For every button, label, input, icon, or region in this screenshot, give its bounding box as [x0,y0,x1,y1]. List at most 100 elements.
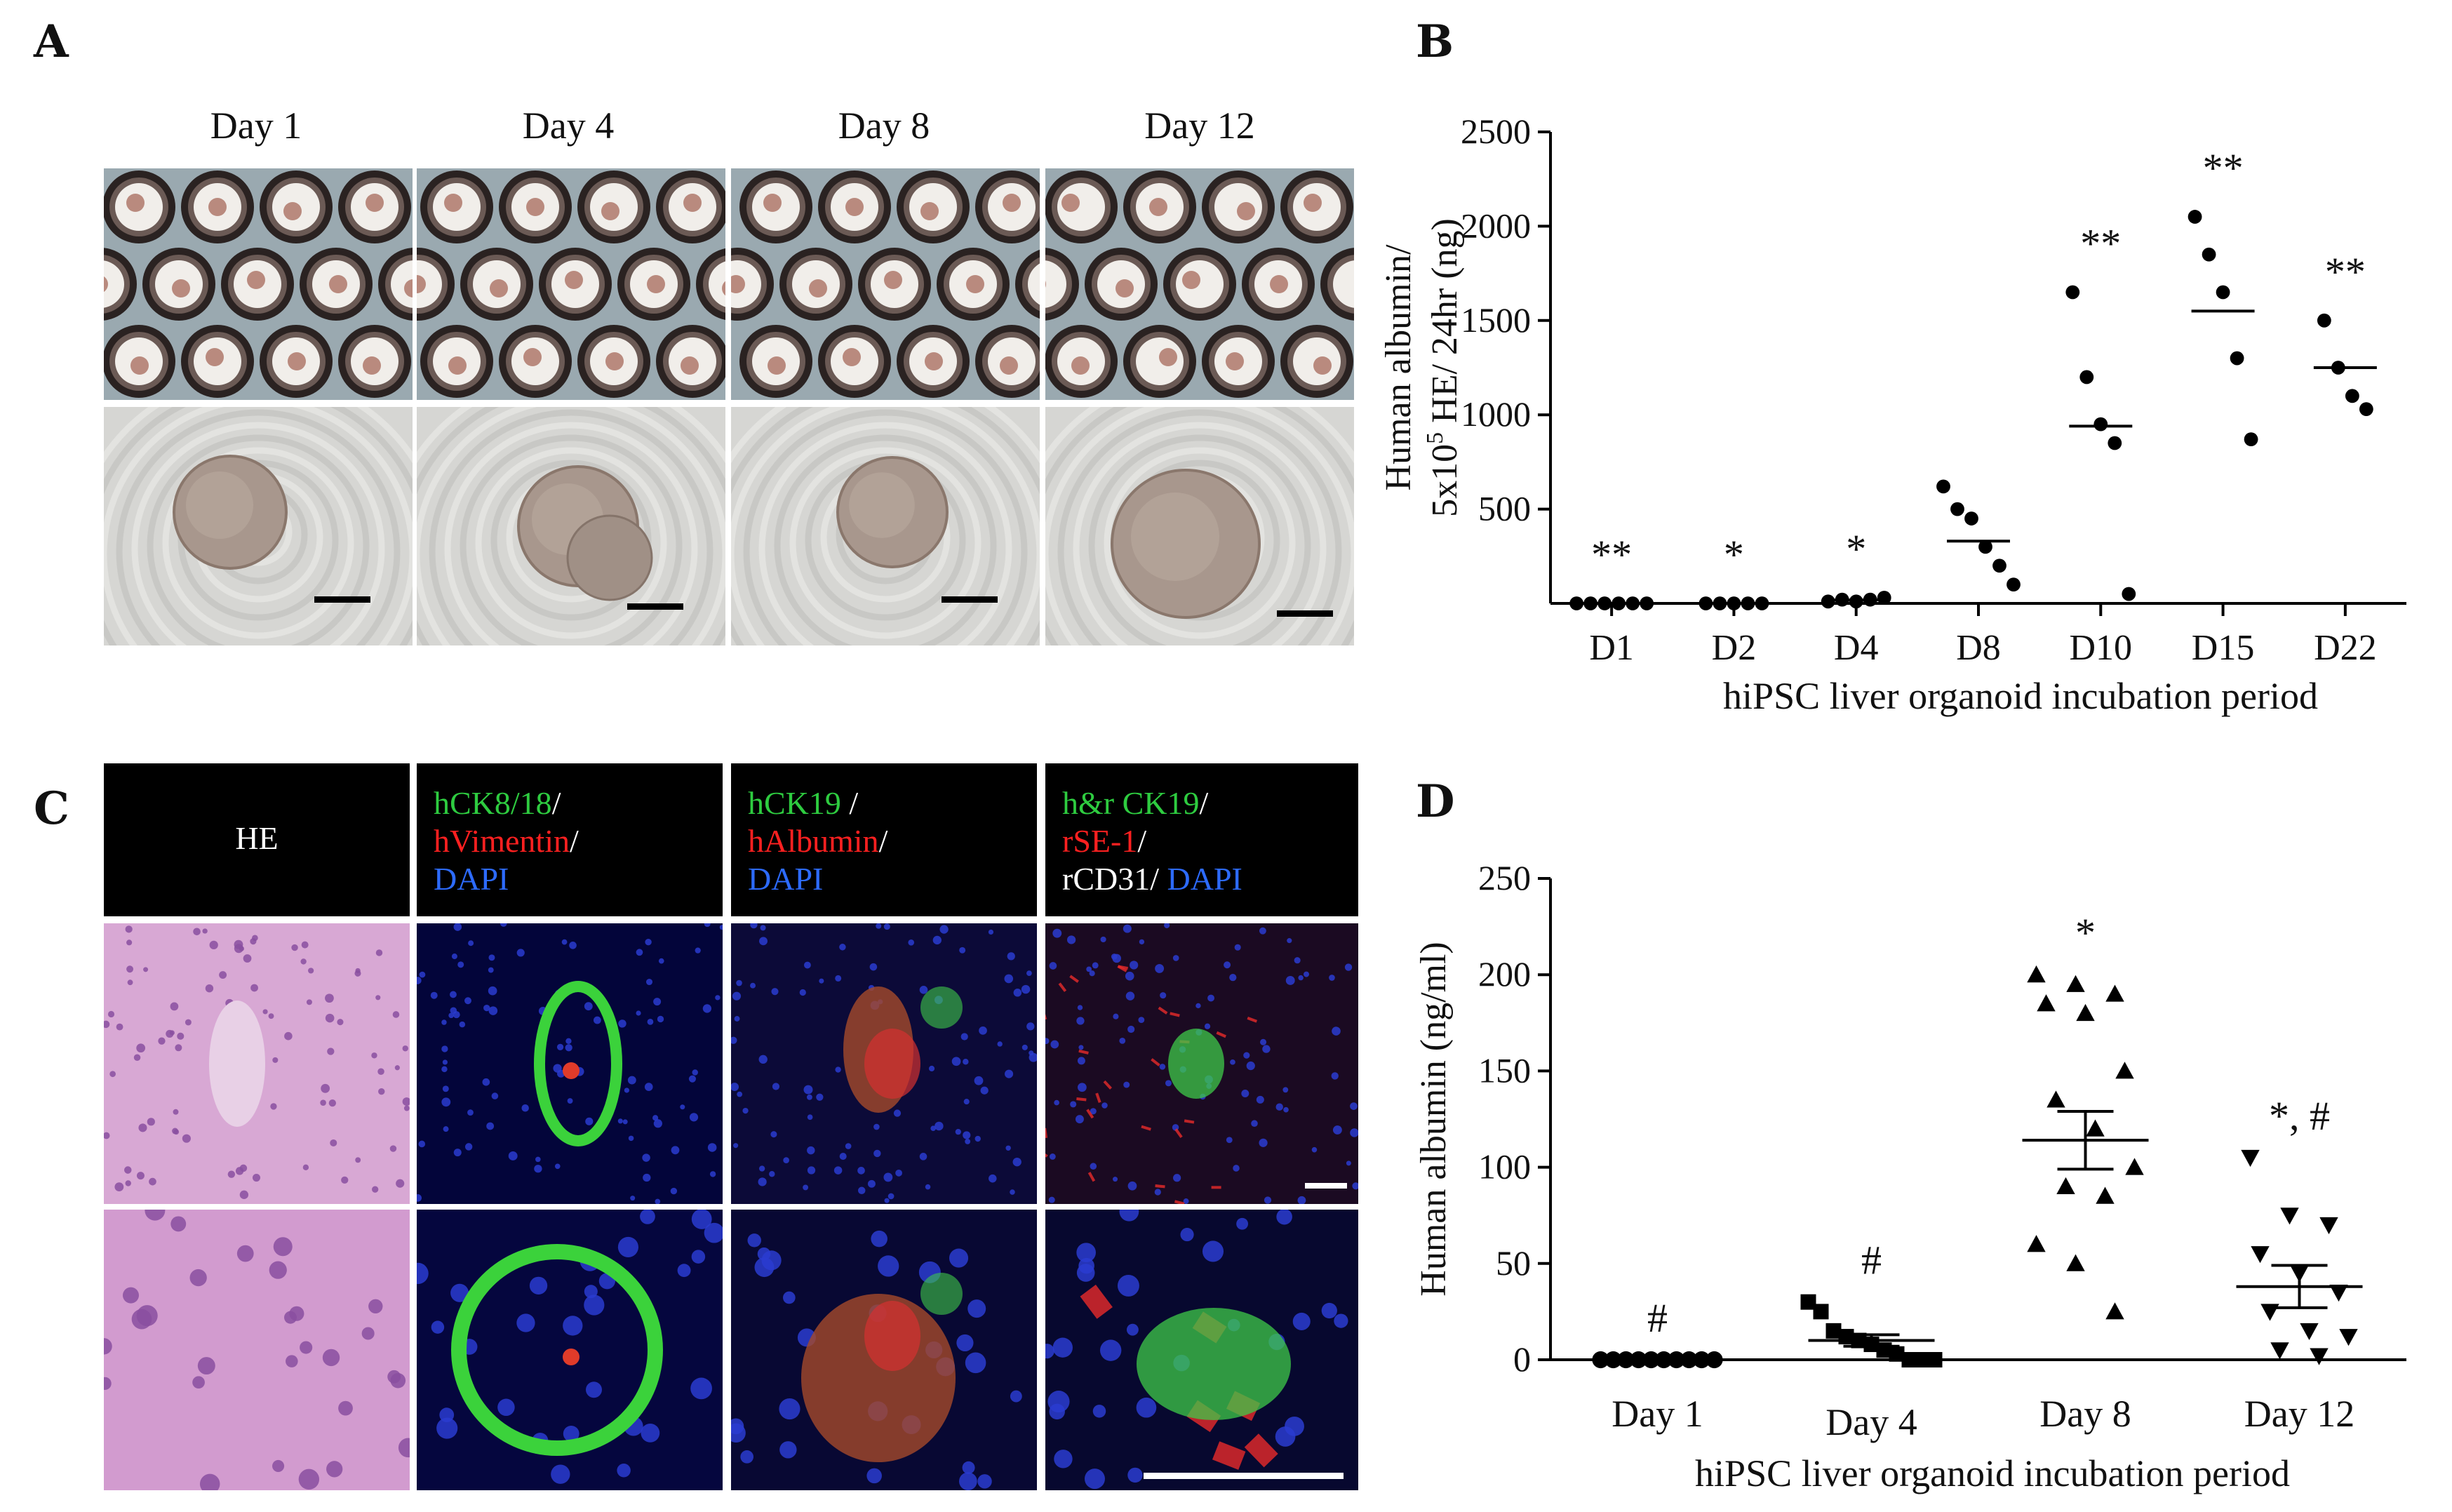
header-he-label: HE [235,820,279,856]
data-point [2310,1348,2329,1365]
data-point [1901,1352,1917,1367]
x-tick-label: Day 12 [2244,1393,2354,1435]
panel-letter-a: A [34,15,69,68]
data-point [2280,1207,2299,1225]
data-point [1813,1304,1829,1320]
header-dapi: DAPI [748,861,824,897]
header-sep: / [878,823,888,859]
x-tick-label: D8 [1956,628,2001,668]
header-rcd31: rCD31/ [1062,861,1167,897]
header-sep: / [1199,785,1209,821]
chart-b: 500 1000 1500 2000 2500 D1 ** D2 * D4 * D8 D10 ** D15 *… [1379,112,2406,717]
data-point [1849,594,1863,609]
data-point [2319,1217,2338,1235]
x-tick-label: D1 [1589,628,1634,668]
header-ck818: hCK8/18 [434,785,552,821]
header-vimentin: hVimentin [434,823,570,859]
data-point [2251,1246,2270,1264]
data-point [2066,975,2085,992]
data-point [2188,210,2202,224]
x-axis-label: hiPSC liver organoid incubation period [1695,1452,2290,1494]
data-point [1889,1346,1905,1362]
data-point [2329,1284,2348,1302]
data-point [2096,1186,2115,1204]
data-point [2027,1235,2046,1252]
data-point [2108,436,2122,450]
y-tick-label: 0 [1513,1339,1531,1379]
header-rse1: rSE-1 [1062,823,1138,859]
histology-image [1045,1210,1358,1490]
data-point [2115,1062,2134,1079]
data-point [2230,351,2244,366]
data-point [2270,1342,2289,1360]
data-point [2300,1323,2319,1341]
panel-letter-d: D [1416,775,1455,828]
x-tick-label: D10 [2070,628,2133,668]
microwell-array-image [731,168,1040,400]
header-dapi: DAPI [434,861,509,897]
data-point [2046,1090,2065,1108]
x-tick-label: Day 4 [1825,1401,1917,1443]
data-point [1992,558,2007,573]
x-tick-label: Day 1 [1612,1393,1703,1435]
data-point [2105,984,2124,1002]
header-ck19: hCK19 [748,785,841,821]
significance-label: *, # [2269,1093,2330,1139]
data-point [1936,479,1950,494]
x-tick-label: D15 [2192,628,2255,668]
data-point [2093,417,2108,431]
significance-label: * [1846,526,1866,572]
significance-label: ** [2080,220,2121,266]
data-point [2241,1149,2260,1168]
data-point [2122,587,2136,601]
data-point [2244,432,2258,447]
data-point [2065,285,2080,300]
organoid-image [104,407,413,645]
day-label-12: Day 12 [1144,105,1255,147]
histology-image [1045,923,1358,1204]
header-sep: / [1137,823,1147,859]
y-tick-label: 1500 [1461,300,1531,340]
histology-image [417,1210,723,1490]
microwell-array-image [104,168,413,400]
histology-image [104,923,410,1204]
data-point [2345,389,2359,403]
y-tick-label: 200 [1478,954,1531,993]
panel-letter-c: C [34,782,69,835]
day-label-8: Day 8 [838,105,930,147]
data-point [2076,1003,2095,1022]
data-point [2007,577,2021,592]
data-point [1978,540,1992,554]
organoid-image [731,407,1040,645]
data-point [1877,591,1891,605]
header-ck19-albumin: hCK19 / hAlbumin/ DAPI [731,763,1037,916]
day-label-4: Day 4 [522,105,615,147]
data-point [2086,1119,2105,1137]
data-point [2359,402,2373,417]
significance-label: * [2075,910,2096,956]
data-point [1964,511,1978,526]
organoid-image [1045,407,1354,645]
data-point [1914,1352,1930,1367]
x-tick-label: D4 [1834,628,1879,668]
data-point [1950,502,1964,516]
data-point [1640,596,1654,610]
y-tick-label: 150 [1478,1050,1531,1090]
header-albumin: hAlbumin [748,823,879,859]
header-dapi: DAPI [1167,861,1242,897]
significance-label: ** [1591,532,1632,577]
x-axis-label: hiPSC liver organoid incubation period [1723,675,2318,717]
organoid-image [417,407,725,645]
data-point [1800,1294,1816,1310]
data-point [2027,965,2046,983]
data-point [2066,1254,2085,1271]
significance-label: * [1724,532,1744,577]
y-tick-label: 2500 [1461,112,1531,151]
histology-image [417,923,723,1204]
data-point [1821,594,1835,609]
significance-label: # [1647,1295,1668,1341]
data-point [1927,1352,1943,1367]
data-point [2216,285,2230,300]
y-axis-label: Human albumin (ng/ml) [1414,942,1454,1296]
header-ck19-se1-cd31: h&r CK19/ rSE-1/ rCD31/ DAPI [1045,763,1358,916]
